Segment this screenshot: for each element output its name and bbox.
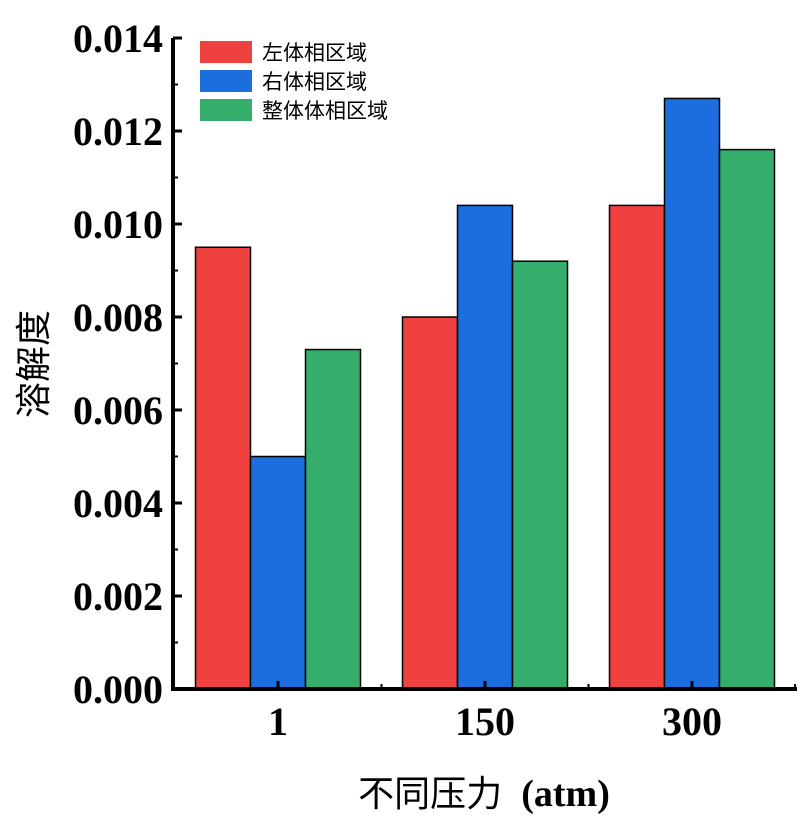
y-tick-label: 0.008: [73, 295, 163, 340]
x-axis-title: 不同压力 (atm): [358, 773, 610, 815]
bar-150-series-3: [511, 260, 569, 690]
x-ticks-group: 1 150 300: [172, 681, 796, 744]
y-tick-label: 0.004: [73, 481, 163, 526]
legend-label-3: 整体体相区域: [262, 99, 388, 123]
bar-1-series-1: [194, 246, 252, 690]
y-axis-title: 溶解度: [14, 310, 55, 418]
y-ticks-group: 0.000 0.002 0.004 0.006 0.008 0.010 0.012 0.014: [73, 16, 182, 712]
y-tick-label: 0.002: [73, 574, 163, 619]
legend-label-2: 右体相区域: [262, 70, 367, 94]
bar-1-series-3: [304, 348, 362, 690]
y-tick-label: 0.006: [73, 388, 163, 433]
y-tick-label: 0.000: [73, 667, 163, 712]
bar-300-series-1: [608, 204, 666, 690]
x-tick-label: 300: [662, 699, 722, 744]
legend-label-1: 左体相区域: [262, 41, 367, 65]
legend-swatch-1: [200, 41, 252, 63]
bars-group: [194, 97, 776, 690]
x-tick-label: 1: [268, 699, 288, 744]
bar-300-series-2: [663, 97, 721, 690]
x-axis-title-unit: (atm): [521, 773, 610, 815]
bar-150-series-1: [401, 316, 459, 690]
bar-1-series-2: [249, 455, 307, 690]
bar-150-series-2: [456, 204, 514, 690]
y-tick-label: 0.014: [73, 16, 163, 61]
x-axis-title-main: 不同压力: [358, 774, 502, 815]
legend-swatch-2: [200, 70, 252, 92]
y-tick-label: 0.010: [73, 202, 163, 247]
x-tick-label: 150: [455, 699, 515, 744]
legend-swatch-3: [200, 99, 252, 121]
y-tick-label: 0.012: [73, 109, 163, 154]
bar-300-series-3: [718, 148, 776, 690]
